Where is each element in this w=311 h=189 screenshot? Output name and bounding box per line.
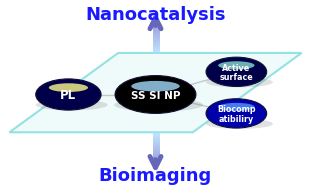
Text: Active
surface: Active surface <box>220 64 253 82</box>
Text: SS SI NP: SS SI NP <box>131 91 180 101</box>
Ellipse shape <box>114 98 203 112</box>
Ellipse shape <box>131 81 180 91</box>
Ellipse shape <box>206 99 267 128</box>
Ellipse shape <box>49 83 88 92</box>
Ellipse shape <box>115 76 196 113</box>
Text: Nanocatalysis: Nanocatalysis <box>85 6 226 24</box>
Ellipse shape <box>36 79 101 110</box>
Ellipse shape <box>206 77 273 87</box>
Polygon shape <box>9 53 302 132</box>
Ellipse shape <box>218 103 254 111</box>
Text: Bioimaging: Bioimaging <box>99 167 212 185</box>
Ellipse shape <box>206 57 267 87</box>
Text: PL: PL <box>60 89 77 102</box>
Ellipse shape <box>35 99 108 110</box>
Text: Biocomp
atibiliry: Biocomp atibiliry <box>217 105 256 124</box>
Ellipse shape <box>206 119 273 129</box>
Ellipse shape <box>218 61 254 70</box>
